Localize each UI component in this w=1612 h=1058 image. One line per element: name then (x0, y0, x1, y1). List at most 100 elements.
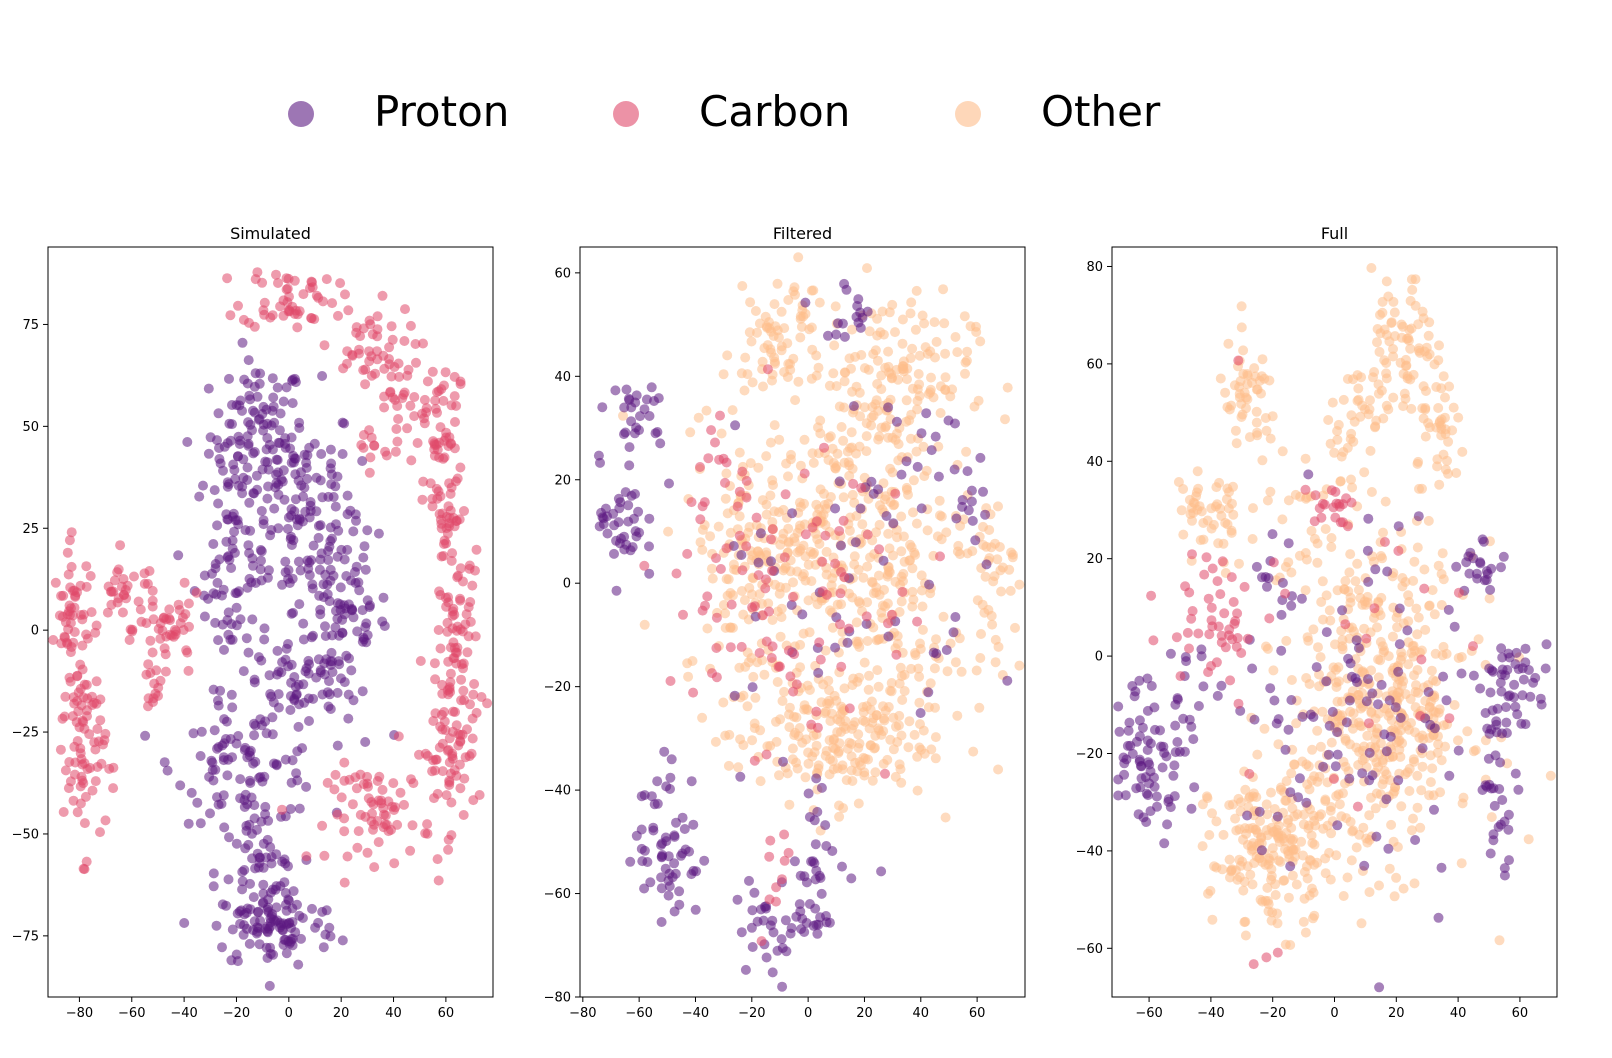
data-point-proton (293, 721, 304, 732)
data-point-other (1346, 474, 1356, 485)
data-point-proton (281, 905, 292, 916)
data-point-other (914, 671, 925, 682)
data-point-proton (1540, 663, 1551, 674)
data-point-proton (226, 689, 237, 700)
data-point-other (908, 507, 918, 518)
data-point-proton (625, 856, 636, 867)
data-point-carbon (1363, 718, 1374, 729)
data-point-other (1429, 359, 1440, 370)
data-point-carbon (800, 529, 811, 540)
data-point-proton (322, 579, 333, 590)
data-point-proton (1273, 714, 1284, 725)
data-point-carbon (1468, 641, 1478, 652)
data-point-carbon (695, 514, 706, 525)
data-point-other (1327, 397, 1338, 408)
data-point-other (959, 311, 970, 322)
data-point-other (1282, 818, 1293, 829)
data-point-other (1388, 392, 1399, 403)
data-point-proton (1478, 536, 1489, 547)
data-point-proton (233, 731, 244, 741)
data-point-proton (256, 555, 266, 566)
data-point-other (1266, 787, 1276, 798)
data-point-carbon (817, 556, 828, 567)
data-point-other (880, 705, 891, 716)
data-point-other (1315, 741, 1326, 752)
data-point-carbon (388, 778, 399, 789)
data-point-other (917, 601, 928, 612)
data-point-other (705, 531, 716, 542)
data-point-other (789, 730, 800, 741)
data-point-other (953, 540, 964, 551)
data-point-other (1007, 549, 1018, 560)
data-point-other (872, 330, 883, 341)
data-point-proton (1286, 600, 1297, 611)
data-point-proton (324, 689, 335, 700)
data-point-proton (212, 520, 223, 531)
data-point-proton (649, 799, 660, 810)
data-point-carbon (779, 855, 790, 866)
data-point-other (1262, 495, 1273, 506)
data-point-proton (243, 540, 254, 551)
data-point-carbon (422, 376, 433, 387)
data-point-other (765, 437, 776, 448)
data-point-other (915, 719, 925, 730)
data-point-proton (674, 886, 685, 897)
data-point-carbon (68, 692, 79, 703)
data-point-other (806, 322, 817, 333)
data-point-proton (623, 500, 634, 511)
data-point-other (906, 409, 917, 420)
data-point-proton (1485, 848, 1496, 859)
data-point-carbon (113, 564, 124, 575)
data-point-other (1232, 874, 1243, 885)
data-point-other (1000, 414, 1010, 425)
data-point-proton (1186, 803, 1197, 814)
data-point-other (1324, 847, 1335, 858)
data-point-carbon (372, 311, 383, 322)
data-point-other (788, 711, 799, 722)
data-point-proton (1376, 679, 1387, 690)
data-point-other (794, 723, 805, 733)
data-point-other (1276, 831, 1287, 841)
data-point-other (808, 730, 819, 741)
data-point-other (788, 286, 799, 297)
data-point-carbon (1369, 603, 1380, 614)
data-point-other (1391, 872, 1402, 883)
data-point-proton (196, 726, 207, 737)
data-point-other (734, 662, 745, 673)
data-point-proton (218, 790, 229, 801)
data-point-carbon (258, 305, 269, 316)
data-point-other (856, 350, 867, 360)
data-point-carbon (278, 295, 289, 306)
data-point-carbon (435, 643, 446, 654)
data-point-other (1268, 665, 1279, 676)
data-point-proton (360, 737, 371, 747)
data-point-proton (303, 563, 314, 574)
data-point-proton (921, 408, 932, 419)
data-point-carbon (366, 370, 377, 381)
data-point-other (813, 362, 824, 373)
data-point-other (1397, 581, 1408, 592)
data-point-proton (1495, 677, 1506, 688)
data-point-proton (1323, 749, 1334, 760)
data-point-other (1342, 442, 1353, 453)
data-point-proton (776, 934, 787, 945)
data-point-other (960, 368, 970, 379)
data-point-carbon (753, 570, 764, 581)
data-point-carbon (372, 776, 383, 786)
data-point-other (849, 497, 860, 508)
data-point-carbon (408, 778, 419, 789)
data-point-proton (308, 693, 319, 704)
data-point-proton (1127, 681, 1138, 691)
data-point-proton (227, 924, 238, 935)
data-point-other (1365, 445, 1376, 456)
data-point-carbon (124, 635, 135, 645)
data-point-other (1335, 476, 1346, 487)
data-point-other (941, 527, 952, 538)
data-point-proton (325, 463, 336, 474)
data-point-proton (354, 585, 365, 596)
data-point-proton (234, 400, 245, 411)
data-point-proton (786, 600, 797, 610)
data-point-proton (321, 654, 332, 665)
data-point-proton (186, 787, 197, 798)
data-point-proton (206, 755, 217, 766)
